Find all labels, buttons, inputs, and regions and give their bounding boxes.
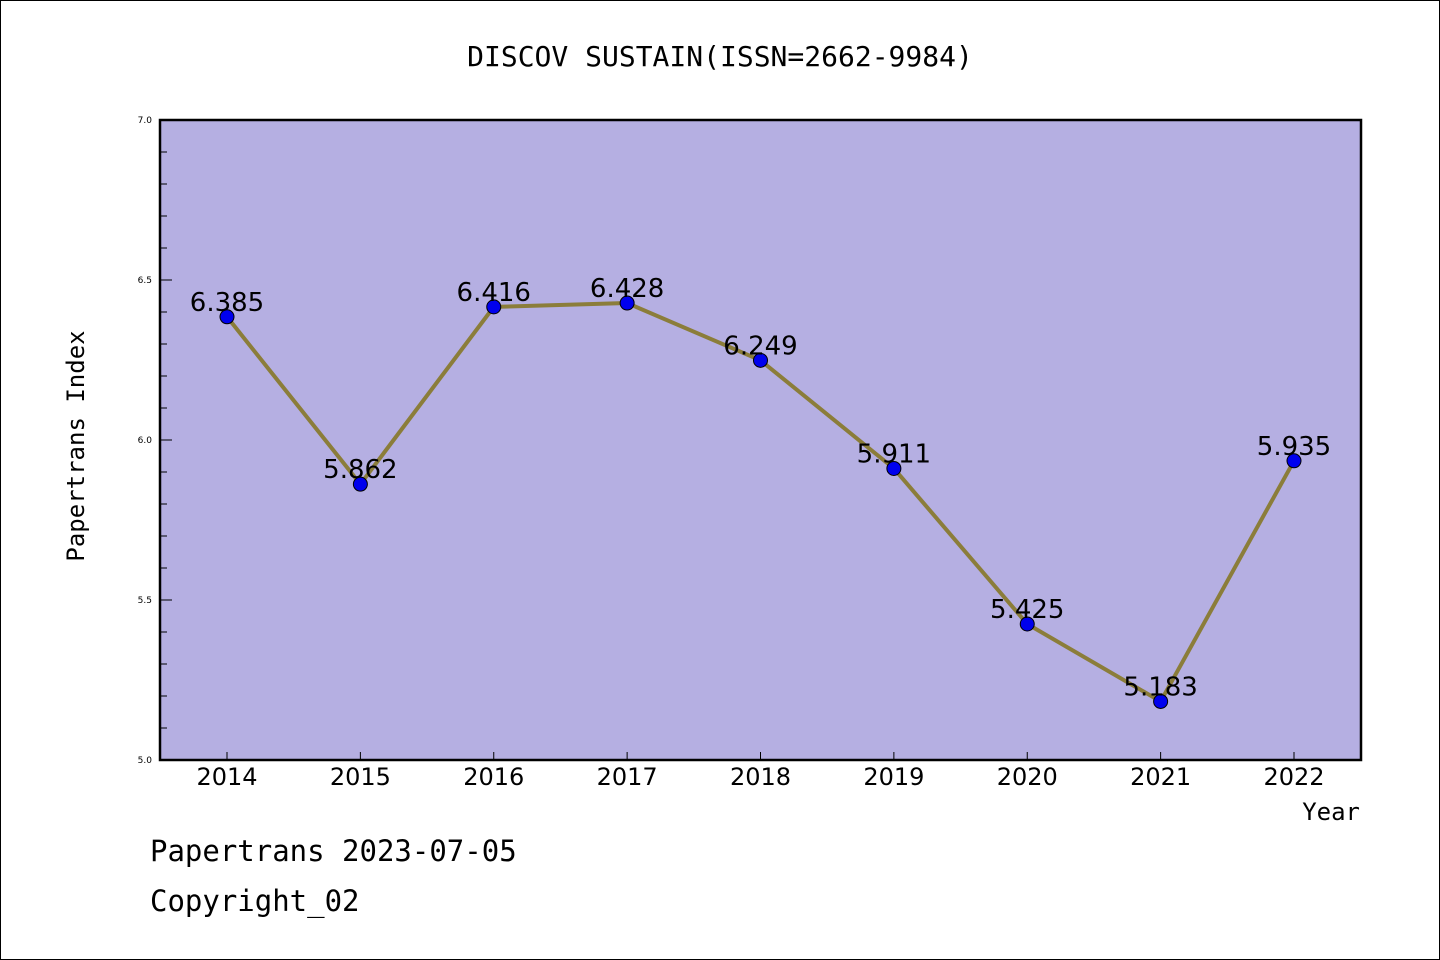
data-label: 6.385	[190, 288, 264, 318]
data-point	[619, 295, 635, 311]
data-label: 5.183	[1123, 672, 1197, 702]
y-tick-label: 6.5	[138, 276, 152, 286]
data-point	[1153, 693, 1169, 709]
y-tick-label: 5.0	[138, 756, 153, 766]
x-tick-label: 2022	[1263, 763, 1324, 791]
x-tick-label: 2021	[1130, 763, 1191, 791]
data-label: 6.249	[723, 331, 797, 361]
chart-title: DISCOV SUSTAIN(ISSN=2662-9984)	[467, 40, 973, 73]
x-tick-label: 2018	[730, 763, 791, 791]
data-label: 6.428	[590, 274, 664, 304]
data-point	[1019, 616, 1035, 632]
data-point	[753, 352, 768, 368]
footer-copyright-text: Copyright_02	[150, 884, 360, 918]
footer-date-text: Papertrans 2023-07-05	[150, 834, 517, 868]
x-tick-label: 2014	[196, 763, 257, 791]
y-tick-label: 6.0	[138, 436, 153, 446]
x-tick-label: 2017	[597, 763, 658, 791]
data-label: 5.935	[1257, 432, 1331, 462]
data-label: 5.911	[857, 439, 931, 469]
x-tick-label: 2019	[863, 763, 924, 791]
data-point	[1286, 453, 1302, 469]
data-label: 6.416	[457, 278, 531, 308]
data-label: 5.862	[323, 455, 397, 485]
y-axis-label: Papertrans Index	[62, 330, 90, 561]
data-label: 5.425	[990, 595, 1064, 625]
y-tick-label: 7.0	[138, 116, 153, 126]
data-point	[886, 460, 902, 476]
x-tick-label: 2020	[997, 763, 1058, 791]
x-axis-label: Year	[1302, 798, 1360, 826]
x-tick-label: 2015	[330, 763, 391, 791]
data-labels-group: 6.385 5.862 6.416 6.428 6.249 5.911 5.425 5.183…	[190, 274, 1331, 702]
data-point	[486, 299, 502, 315]
plot-area	[158, 118, 1363, 762]
markers-group	[219, 295, 1302, 709]
data-point	[219, 309, 235, 325]
x-axis: 2014 2015 2016 2017 2018 2019 2020 2021 2022	[196, 752, 1325, 791]
y-axis: 5.0 5.5 6.0 6.5 7.0	[138, 116, 172, 766]
x-tick-label: 2016	[463, 763, 524, 791]
y-tick-label: 5.5	[138, 596, 152, 606]
data-point	[352, 476, 368, 492]
